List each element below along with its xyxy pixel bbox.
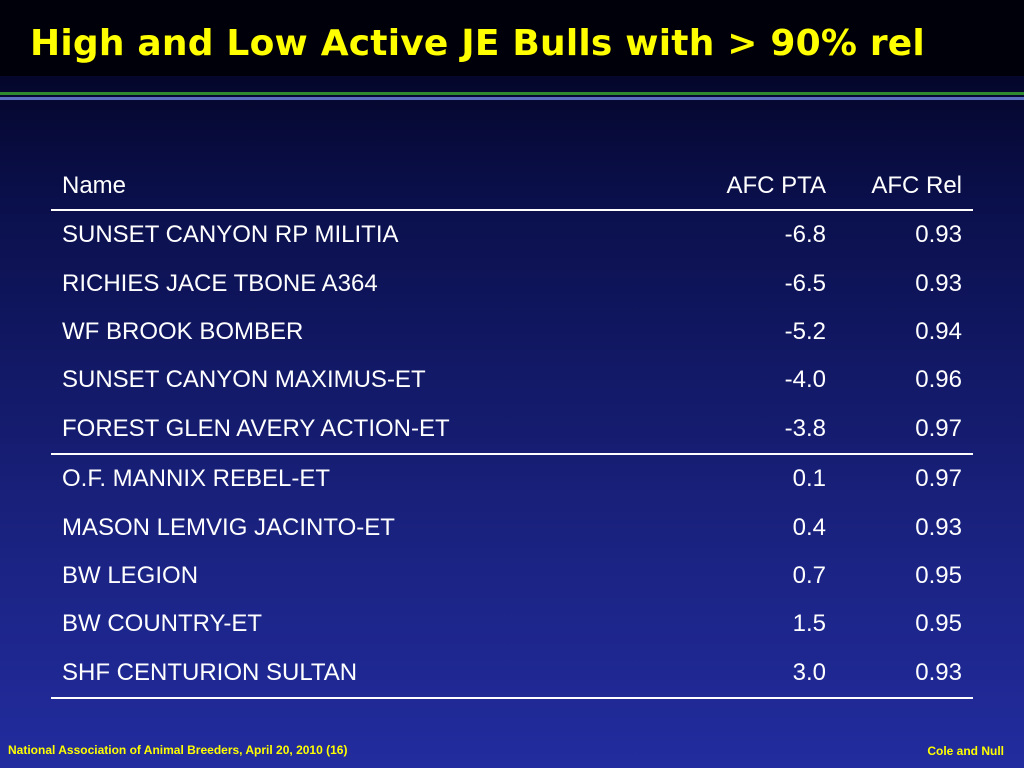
table-row: O.F. MANNIX REBEL-ET 0.1 0.97 bbox=[51, 453, 973, 503]
cell-afc-rel: 0.93 bbox=[915, 658, 962, 686]
cell-afc-pta: 0.4 bbox=[792, 513, 826, 541]
table-row: SUNSET CANYON MAXIMUS-ET -4.0 0.96 bbox=[51, 356, 973, 404]
cell-afc-rel: 0.93 bbox=[915, 269, 962, 297]
table-header-row: Name AFC PTA AFC Rel bbox=[51, 163, 973, 210]
cell-name: SHF CENTURION SULTAN bbox=[62, 658, 358, 686]
cell-afc-pta: -6.8 bbox=[784, 221, 826, 249]
cell-afc-pta: 1.5 bbox=[792, 610, 826, 638]
table-row: SUNSET CANYON RP MILITIA -6.8 0.93 bbox=[51, 210, 973, 259]
cell-afc-pta: 0.1 bbox=[792, 465, 826, 493]
cell-afc-rel: 0.96 bbox=[915, 366, 962, 394]
cell-afc-rel: 0.97 bbox=[915, 414, 962, 442]
slide-title: High and Low Active JE Bulls with > 90% … bbox=[30, 23, 925, 64]
header-name: Name bbox=[62, 172, 127, 199]
cell-name: MASON LEMVIG JACINTO-ET bbox=[62, 513, 395, 541]
cell-afc-rel: 0.95 bbox=[915, 561, 962, 589]
cell-afc-pta: -3.8 bbox=[784, 414, 826, 442]
table-row: MASON LEMVIG JACINTO-ET 0.4 0.93 bbox=[51, 503, 973, 551]
footer-source: National Association of Animal Breeders,… bbox=[8, 743, 348, 757]
cell-afc-pta: -6.5 bbox=[784, 269, 826, 297]
title-divider-blue bbox=[0, 97, 1024, 100]
bulls-table: Name AFC PTA AFC Rel SUNSET CANYON RP MI… bbox=[51, 163, 973, 699]
cell-afc-pta: 0.7 bbox=[792, 561, 826, 589]
cell-afc-rel: 0.94 bbox=[915, 317, 962, 345]
cell-afc-rel: 0.95 bbox=[915, 610, 962, 638]
cell-afc-pta: 3.0 bbox=[792, 658, 826, 686]
table-row: WF BROOK BOMBER -5.2 0.94 bbox=[51, 308, 973, 356]
cell-afc-pta: -4.0 bbox=[784, 366, 826, 394]
cell-afc-rel: 0.97 bbox=[915, 465, 962, 493]
table-row: BW LEGION 0.7 0.95 bbox=[51, 552, 973, 600]
cell-name: FOREST GLEN AVERY ACTION-ET bbox=[62, 414, 450, 442]
table-row: SHF CENTURION SULTAN 3.0 0.93 bbox=[51, 649, 973, 698]
header-afc-pta: AFC PTA bbox=[726, 172, 826, 199]
cell-name: RICHIES JACE TBONE A364 bbox=[62, 269, 378, 297]
footer-authors: Cole and Null bbox=[927, 744, 1004, 758]
cell-name: BW LEGION bbox=[62, 561, 199, 589]
cell-name: O.F. MANNIX REBEL-ET bbox=[62, 465, 331, 493]
table-row: FOREST GLEN AVERY ACTION-ET -3.8 0.97 bbox=[51, 405, 973, 454]
table-row: RICHIES JACE TBONE A364 -6.5 0.93 bbox=[51, 259, 973, 307]
cell-name: SUNSET CANYON RP MILITIA bbox=[62, 221, 399, 249]
title-bar: High and Low Active JE Bulls with > 90% … bbox=[0, 0, 1024, 76]
cell-name: BW COUNTRY-ET bbox=[62, 610, 263, 638]
title-divider-green bbox=[0, 92, 1024, 95]
cell-afc-rel: 0.93 bbox=[915, 513, 962, 541]
cell-afc-pta: -5.2 bbox=[784, 317, 826, 345]
cell-name: WF BROOK BOMBER bbox=[62, 317, 304, 345]
header-afc-rel: AFC Rel bbox=[871, 172, 962, 199]
table-row: BW COUNTRY-ET 1.5 0.95 bbox=[51, 600, 973, 648]
cell-name: SUNSET CANYON MAXIMUS-ET bbox=[62, 366, 426, 394]
cell-afc-rel: 0.93 bbox=[915, 221, 962, 249]
